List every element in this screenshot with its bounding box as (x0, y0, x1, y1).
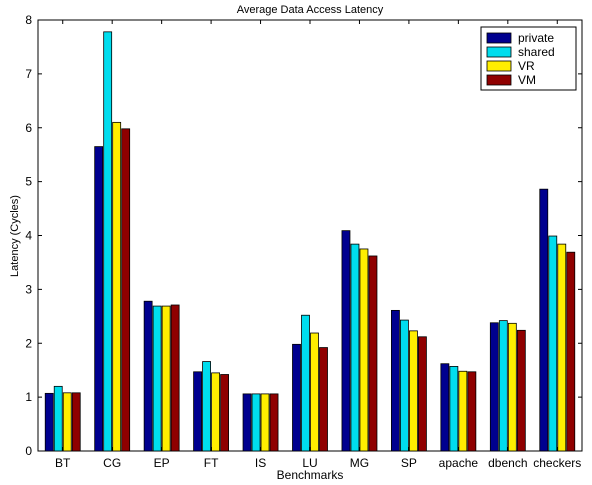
x-tick-label: FT (204, 456, 219, 470)
legend-label-vr: VR (518, 59, 535, 73)
legend-label-private: private (518, 31, 554, 45)
bar-vm-ep (170, 304, 180, 452)
legend-swatch-vm (486, 74, 512, 86)
legend-swatch-shared (486, 46, 512, 58)
bar-vr-ft (211, 372, 220, 452)
x-tick-label: MG (350, 456, 369, 470)
bar-vr-apache (458, 370, 468, 452)
y-tick-label: 2 (25, 336, 32, 350)
y-tick-label: 3 (25, 282, 32, 296)
bar-vr-bt (62, 392, 72, 452)
bar-shared-cg (103, 31, 113, 452)
x-tick-label: checkers (533, 456, 581, 470)
x-axis: BT CG EP FT IS LU MG SP apache dbench checkers (55, 20, 581, 470)
x-axis-label: Benchmarks (277, 468, 344, 482)
bar-private-dbench (489, 322, 499, 452)
x-tick-label: IS (255, 456, 266, 470)
bar-vm-is (269, 393, 279, 452)
bars (44, 31, 576, 452)
x-tick-label: CG (103, 456, 121, 470)
bar-shared-apache (449, 366, 459, 452)
bar-private-checkers (539, 188, 549, 452)
bar-vr-sp (409, 330, 418, 452)
bar-vr-lu (310, 332, 319, 452)
bar-private-ep (143, 300, 153, 452)
bar-vm-sp (418, 336, 427, 452)
bar-private-bt (44, 392, 54, 452)
bar-shared-lu (301, 314, 310, 452)
x-tick-label: apache (439, 456, 479, 470)
bar-shared-mg (350, 243, 360, 452)
y-tick-label: 0 (25, 444, 32, 458)
x-tick-label: SP (401, 456, 417, 470)
x-tick-label: EP (154, 456, 170, 470)
x-tick-label: LU (302, 456, 317, 470)
bar-shared-ft (202, 361, 211, 452)
bar-shared-ep (152, 305, 162, 452)
y-tick-label: 1 (25, 390, 32, 404)
bar-vr-dbench (507, 322, 517, 452)
bar-shared-sp (400, 319, 409, 452)
bar-private-apache (440, 363, 450, 452)
bar-vr-checkers (557, 243, 567, 452)
bar-private-is (242, 393, 252, 452)
y-tick-label: 4 (25, 229, 32, 243)
y-tick-label: 7 (25, 67, 32, 81)
x-tick-label: BT (55, 456, 71, 470)
bar-private-cg (94, 146, 104, 452)
bar-vm-mg (368, 255, 378, 452)
legend-swatch-private (486, 32, 512, 44)
bar-private-sp (391, 309, 400, 452)
bar-shared-is (251, 393, 261, 452)
bar-shared-checkers (548, 235, 558, 452)
chart-title: Average Data Access Latency (237, 4, 384, 16)
bar-private-mg (341, 230, 351, 452)
bar-private-lu (292, 343, 301, 452)
bar-vr-ep (161, 305, 171, 452)
bar-vr-is (260, 393, 270, 452)
bar-vm-cg (121, 128, 131, 452)
bar-private-ft (193, 371, 202, 452)
y-axis-label: Latency (Cycles) (9, 195, 21, 277)
bar-vr-cg (112, 121, 122, 452)
legend-label-shared: shared (518, 45, 555, 59)
x-tick-label: dbench (488, 456, 527, 470)
bar-vm-ft (220, 374, 229, 452)
y-tick-label: 5 (25, 175, 32, 189)
bar-vm-bt (71, 392, 81, 452)
bar-vm-checkers (566, 251, 576, 452)
bar-shared-bt (53, 385, 63, 452)
bar-vr-mg (359, 248, 369, 452)
legend-swatch-vr (486, 60, 512, 72)
bar-shared-dbench (498, 320, 508, 452)
legend-label-vm: VM (518, 73, 536, 87)
y-axis: 0 1 2 3 4 5 6 7 8 (25, 13, 582, 458)
bar-vm-dbench (516, 329, 526, 452)
bar-vm-apache (467, 371, 477, 452)
y-tick-label: 8 (25, 13, 32, 27)
bar-vm-lu (319, 347, 328, 452)
y-tick-label: 6 (25, 121, 32, 135)
